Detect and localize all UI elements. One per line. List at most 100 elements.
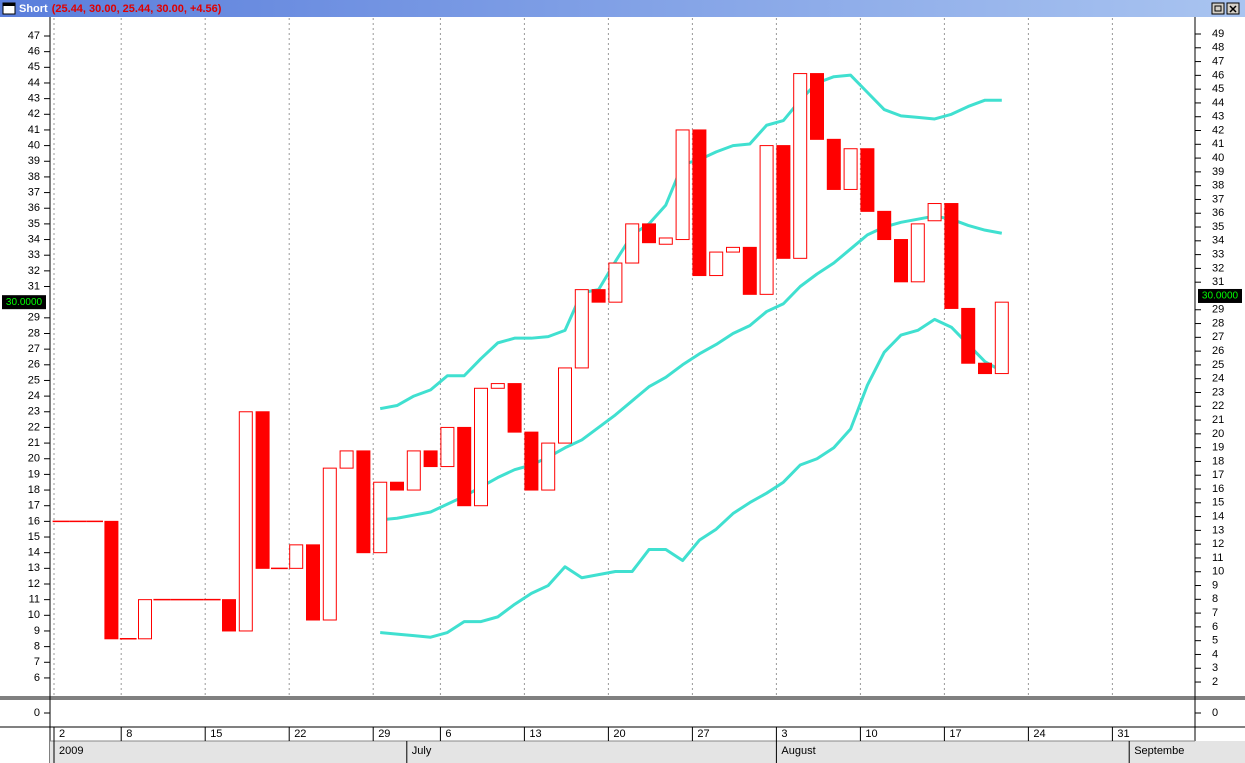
candle-up xyxy=(608,262,623,303)
y-tick-label: 34 xyxy=(28,233,40,245)
y-tick-label: 26 xyxy=(28,359,40,371)
y2-tick-label: 24 xyxy=(1212,373,1224,385)
y2-tick-label: 36 xyxy=(1212,207,1224,219)
month-label: Septembe xyxy=(1134,745,1184,757)
month-label: 2009 xyxy=(59,745,83,757)
candle-down xyxy=(894,239,908,283)
y-tick-label: 45 xyxy=(28,61,40,73)
x-tick-label: 24 xyxy=(1033,728,1045,740)
y2-tick-label: 11 xyxy=(1212,552,1223,564)
y-tick-label: 16 xyxy=(28,515,40,527)
restore-button[interactable] xyxy=(1211,2,1225,15)
candle-up xyxy=(138,599,152,640)
candle-down xyxy=(961,307,976,364)
y2-tick-label: 3 xyxy=(1212,662,1218,674)
y2-tick-label: 34 xyxy=(1212,235,1224,247)
y-tick-label: 9 xyxy=(34,625,40,637)
y2-tick-label: 25 xyxy=(1212,359,1224,371)
y-tick-label: 24 xyxy=(28,390,40,402)
y2-tick-label: 7 xyxy=(1212,607,1218,619)
y-tick-label: 31 xyxy=(28,280,40,292)
last-value-label: 30.0000 xyxy=(6,297,43,308)
y-tick-label: 20 xyxy=(28,453,40,465)
y2-tick-label: 22 xyxy=(1212,400,1224,412)
y-tick-label: 33 xyxy=(28,249,40,261)
y2-tick-label: 32 xyxy=(1212,262,1224,274)
candle-up xyxy=(339,450,354,469)
candle-up xyxy=(709,251,724,277)
window-icon-bar xyxy=(3,3,15,6)
y-tick-label: 21 xyxy=(28,437,40,449)
y2-tick-label: 20 xyxy=(1212,428,1224,440)
candle-up xyxy=(927,203,942,222)
y2-tick-label: 45 xyxy=(1212,83,1224,95)
y-tick-label: 35 xyxy=(28,218,40,230)
y2-tick-label: 19 xyxy=(1212,442,1224,454)
y2-tick-label: 48 xyxy=(1212,42,1224,54)
y-tick-label: 22 xyxy=(28,421,40,433)
x-tick-label: 20 xyxy=(613,728,625,740)
band-line xyxy=(379,73,1002,411)
y-tick-label: 42 xyxy=(28,108,40,120)
x-tick-label: 31 xyxy=(1117,728,1129,740)
y-tick-label: 40 xyxy=(28,140,40,152)
y2-tick-label: 40 xyxy=(1212,152,1224,164)
x-tick-label: 22 xyxy=(294,728,306,740)
y-tick-label: 7 xyxy=(34,656,40,668)
lower-tick-label-right: 0 xyxy=(1212,707,1218,719)
candle-down xyxy=(591,289,606,303)
y2-tick-label: 31 xyxy=(1212,276,1224,288)
y2-tick-label: 5 xyxy=(1212,635,1218,647)
y-tick-label: 13 xyxy=(28,562,40,574)
candle-up xyxy=(675,129,690,241)
y-tick-label: 29 xyxy=(28,312,40,324)
y-tick-label: 44 xyxy=(28,77,40,89)
window-title-text: Short (25.44, 30.00, 25.44, 30.00, +4.56) xyxy=(19,3,222,15)
x-tick-label: 29 xyxy=(378,728,390,740)
candle-up xyxy=(910,223,925,283)
y2-tick-label: 4 xyxy=(1212,648,1218,660)
candle-down xyxy=(642,223,656,244)
y2-tick-label: 38 xyxy=(1212,180,1224,192)
y2-tick-label: 17 xyxy=(1212,469,1224,481)
candle-down xyxy=(255,411,270,569)
last-value-box-right xyxy=(1198,288,1242,303)
y2-tick-label: 41 xyxy=(1212,138,1224,150)
candle-up xyxy=(440,426,455,468)
x-tick-label: 10 xyxy=(865,728,877,740)
candle-up xyxy=(726,246,740,253)
x-tick-label: 3 xyxy=(781,728,787,740)
candle-up xyxy=(474,387,488,507)
y2-tick-label: 14 xyxy=(1212,510,1224,522)
last-value-label-right: 30.0000 xyxy=(1202,291,1239,302)
candle-up xyxy=(289,544,304,569)
y2-tick-label: 37 xyxy=(1212,193,1224,205)
candle-down xyxy=(776,145,791,259)
y2-tick-label: 12 xyxy=(1212,538,1224,550)
window-title: Short xyxy=(19,3,48,15)
y-tick-label: 41 xyxy=(28,124,40,136)
y-tick-label: 19 xyxy=(28,468,40,480)
y-tick-label: 43 xyxy=(28,93,40,105)
y2-tick-label: 27 xyxy=(1212,331,1224,343)
x-tick-label: 15 xyxy=(210,728,222,740)
x-tick-label: 27 xyxy=(697,728,709,740)
y-tick-label: 8 xyxy=(34,641,40,653)
restore-icon xyxy=(1214,5,1222,12)
y2-tick-label: 23 xyxy=(1212,386,1224,398)
candle-down xyxy=(423,450,438,468)
y2-tick-label: 47 xyxy=(1212,55,1224,67)
y-tick-label: 17 xyxy=(28,500,40,512)
y2-tick-label: 42 xyxy=(1212,124,1224,136)
candle-up xyxy=(490,383,505,389)
candle-up xyxy=(322,467,337,621)
y-tick-label: 14 xyxy=(28,547,40,559)
y-tick-label: 18 xyxy=(28,484,40,496)
y2-tick-label: 13 xyxy=(1212,524,1224,536)
y2-tick-label: 26 xyxy=(1212,345,1224,357)
y2-tick-label: 9 xyxy=(1212,579,1218,591)
candle-up xyxy=(574,289,589,369)
lower-tick-label: 0 xyxy=(34,707,40,719)
candle-down xyxy=(104,520,119,640)
candle-up xyxy=(625,223,640,264)
